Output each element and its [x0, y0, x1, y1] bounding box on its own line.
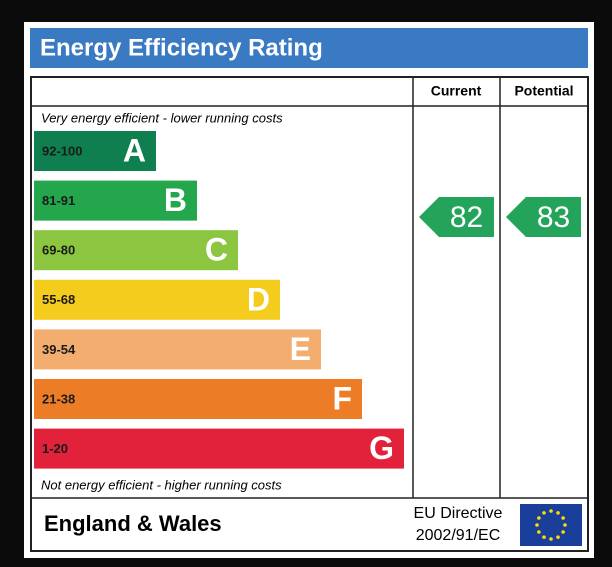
- band-letter: B: [164, 182, 187, 218]
- band-range: 81-91: [42, 193, 75, 208]
- title: Energy Efficiency Rating: [40, 34, 323, 61]
- band: [34, 230, 238, 271]
- eu-star: [556, 535, 560, 539]
- band: [34, 279, 280, 320]
- eu-star: [561, 516, 565, 520]
- eu-star: [537, 516, 541, 520]
- band-letter: A: [123, 132, 146, 168]
- band: [34, 329, 321, 370]
- band: [34, 131, 156, 171]
- band-range: 21-38: [42, 391, 75, 406]
- band-letter: G: [369, 430, 394, 466]
- eu-star: [549, 509, 553, 513]
- band-range: 1-20: [42, 441, 68, 456]
- band: [34, 180, 197, 221]
- band-letter: E: [290, 331, 311, 367]
- band: [34, 379, 362, 419]
- eu-star: [535, 523, 539, 527]
- table-frame: [30, 76, 589, 552]
- eu-star: [542, 535, 546, 539]
- region: England & Wales: [44, 511, 222, 536]
- rating-arrow: [419, 197, 494, 237]
- directive: 2002/91/EC: [416, 527, 501, 544]
- eu-star: [561, 530, 565, 534]
- band-letter: F: [332, 380, 352, 416]
- band-letter: D: [247, 281, 270, 317]
- eu-star: [537, 530, 541, 534]
- column-header: Potential: [514, 83, 573, 99]
- eu-star: [556, 511, 560, 515]
- eu-star: [542, 511, 546, 515]
- band-range: 55-68: [42, 292, 75, 307]
- band-range: 39-54: [42, 342, 76, 357]
- band-letter: C: [205, 232, 228, 268]
- rating-value: 83: [537, 201, 570, 234]
- eu-star: [549, 537, 553, 541]
- eu-star: [563, 523, 567, 527]
- bottom-note: Not energy efficient - higher running co…: [41, 477, 282, 492]
- band-range: 69-80: [42, 243, 75, 258]
- eu-stars: [535, 509, 567, 541]
- band-range: 92-100: [42, 143, 82, 158]
- rating-value: 82: [450, 201, 483, 234]
- rating-arrow: [506, 197, 581, 237]
- top-note: Very energy efficient - lower running co…: [41, 110, 283, 125]
- title-bar: [30, 28, 588, 68]
- band: [34, 428, 404, 469]
- directive: EU Directive: [414, 505, 503, 522]
- column-header: Current: [431, 83, 482, 99]
